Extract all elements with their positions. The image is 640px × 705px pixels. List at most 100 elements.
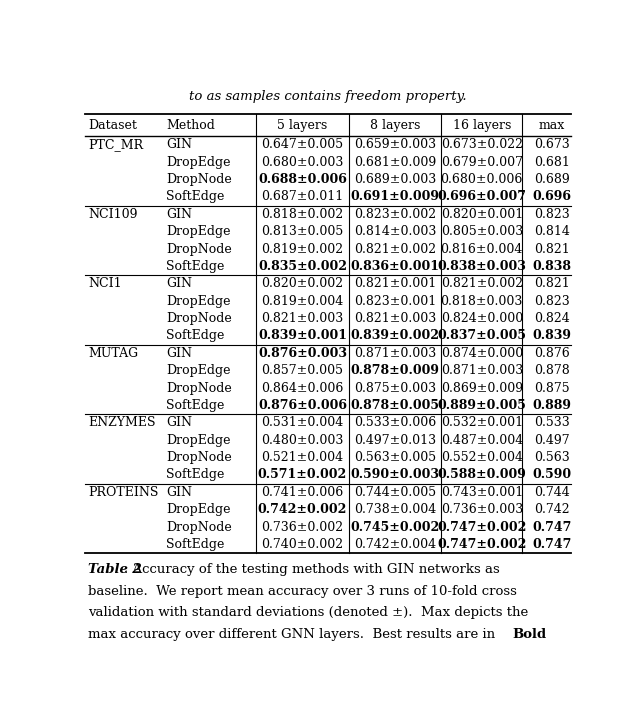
Text: DropEdge: DropEdge (166, 503, 231, 516)
Text: PROTEINS: PROTEINS (88, 486, 158, 498)
Text: 0.533: 0.533 (534, 416, 570, 429)
Text: 0.689±0.003: 0.689±0.003 (354, 173, 436, 186)
Text: 0.836±0.001: 0.836±0.001 (351, 260, 440, 273)
Text: 0.821: 0.821 (534, 243, 570, 256)
Text: 0.747±0.002: 0.747±0.002 (437, 520, 527, 534)
Text: DropEdge: DropEdge (166, 225, 231, 238)
Text: 16 layers: 16 layers (452, 119, 511, 132)
Text: 0.875±0.003: 0.875±0.003 (354, 381, 436, 395)
Text: 0.818±0.002: 0.818±0.002 (261, 208, 344, 221)
Text: NCI109: NCI109 (88, 208, 138, 221)
Text: 0.687±0.011: 0.687±0.011 (261, 190, 344, 204)
Text: DropNode: DropNode (166, 243, 232, 256)
Text: 0.839±0.001: 0.839±0.001 (258, 329, 347, 343)
Text: 0.819±0.004: 0.819±0.004 (261, 295, 344, 307)
Text: 0.747: 0.747 (532, 520, 572, 534)
Text: DropNode: DropNode (166, 173, 232, 186)
Text: DropEdge: DropEdge (166, 295, 231, 307)
Text: 0.681: 0.681 (534, 156, 570, 168)
Text: DropEdge: DropEdge (166, 156, 231, 168)
Text: DropNode: DropNode (166, 312, 232, 325)
Text: 0.480±0.003: 0.480±0.003 (261, 434, 344, 447)
Text: 0.736±0.003: 0.736±0.003 (440, 503, 523, 516)
Text: Dataset: Dataset (88, 119, 137, 132)
Text: 0.696: 0.696 (532, 190, 571, 204)
Text: GIN: GIN (166, 208, 192, 221)
Text: validation with standard deviations (denoted ±).  Max depicts the: validation with standard deviations (den… (88, 606, 528, 619)
Text: 0.521±0.004: 0.521±0.004 (261, 451, 344, 464)
Text: SoftEdge: SoftEdge (166, 260, 225, 273)
Text: 0.824: 0.824 (534, 312, 570, 325)
Text: 0.497±0.013: 0.497±0.013 (354, 434, 436, 447)
Text: 0.688±0.006: 0.688±0.006 (258, 173, 347, 186)
Text: 0.876±0.003: 0.876±0.003 (258, 347, 347, 360)
Text: 0.857±0.005: 0.857±0.005 (262, 364, 344, 377)
Text: DropNode: DropNode (166, 451, 232, 464)
Text: 0.813±0.005: 0.813±0.005 (261, 225, 344, 238)
Text: 0.531±0.004: 0.531±0.004 (261, 416, 344, 429)
Text: 0.590: 0.590 (532, 468, 572, 482)
Text: 0.681±0.009: 0.681±0.009 (354, 156, 436, 168)
Text: 0.741±0.006: 0.741±0.006 (261, 486, 344, 498)
Text: PTC_MR: PTC_MR (88, 138, 143, 152)
Text: Table 2: Table 2 (88, 563, 141, 576)
Text: 0.691±0.009: 0.691±0.009 (351, 190, 440, 204)
Text: 0.889: 0.889 (532, 399, 571, 412)
Text: 0.819±0.002: 0.819±0.002 (261, 243, 344, 256)
Text: 0.563: 0.563 (534, 451, 570, 464)
Text: GIN: GIN (166, 416, 192, 429)
Text: 0.747: 0.747 (532, 538, 572, 551)
Text: 0.878: 0.878 (534, 364, 570, 377)
Text: 0.747±0.002: 0.747±0.002 (437, 538, 527, 551)
Text: to as samples contains freedom property.: to as samples contains freedom property. (189, 90, 467, 103)
Text: 0.533±0.006: 0.533±0.006 (354, 416, 436, 429)
Text: 0.590±0.003: 0.590±0.003 (351, 468, 440, 482)
Text: 0.823: 0.823 (534, 295, 570, 307)
Text: 0.839: 0.839 (532, 329, 571, 343)
Text: DropEdge: DropEdge (166, 364, 231, 377)
Text: 0.745±0.002: 0.745±0.002 (350, 520, 440, 534)
Text: 0.871±0.003: 0.871±0.003 (354, 347, 436, 360)
Text: 0.814±0.003: 0.814±0.003 (354, 225, 436, 238)
Text: GIN: GIN (166, 347, 192, 360)
Text: 0.805±0.003: 0.805±0.003 (440, 225, 523, 238)
Text: Bold: Bold (512, 628, 546, 641)
Text: 0.532±0.001: 0.532±0.001 (441, 416, 523, 429)
Text: 0.821±0.002: 0.821±0.002 (441, 277, 523, 290)
Text: 0.823±0.001: 0.823±0.001 (354, 295, 436, 307)
Text: SoftEdge: SoftEdge (166, 329, 225, 343)
Text: 0.563±0.005: 0.563±0.005 (354, 451, 436, 464)
Text: 0.816±0.004: 0.816±0.004 (440, 243, 523, 256)
Text: 0.869±0.009: 0.869±0.009 (441, 381, 523, 395)
Text: 0.875: 0.875 (534, 381, 570, 395)
Text: DropNode: DropNode (166, 381, 232, 395)
Text: max: max (539, 119, 565, 132)
Text: 0.742: 0.742 (534, 503, 570, 516)
Text: 0.878±0.005: 0.878±0.005 (351, 399, 440, 412)
Text: 0.673: 0.673 (534, 138, 570, 152)
Text: NCI1: NCI1 (88, 277, 122, 290)
Text: 0.673±0.022: 0.673±0.022 (441, 138, 523, 152)
Text: 5 layers: 5 layers (277, 119, 328, 132)
Text: 0.821±0.001: 0.821±0.001 (354, 277, 436, 290)
Text: 0.820±0.001: 0.820±0.001 (440, 208, 523, 221)
Text: 0.821: 0.821 (534, 277, 570, 290)
Text: GIN: GIN (166, 138, 192, 152)
Text: 0.864±0.006: 0.864±0.006 (261, 381, 344, 395)
Text: 0.736±0.002: 0.736±0.002 (261, 520, 344, 534)
Text: 0.818±0.003: 0.818±0.003 (440, 295, 523, 307)
Text: ENZYMES: ENZYMES (88, 416, 156, 429)
Text: max accuracy over different GNN layers.  Best results are in: max accuracy over different GNN layers. … (88, 628, 499, 641)
Text: DropNode: DropNode (166, 520, 232, 534)
Text: 0.696±0.007: 0.696±0.007 (437, 190, 526, 204)
Text: 0.738±0.004: 0.738±0.004 (354, 503, 436, 516)
Text: 0.487±0.004: 0.487±0.004 (440, 434, 523, 447)
Text: 0.679±0.007: 0.679±0.007 (441, 156, 523, 168)
Text: 0.680±0.003: 0.680±0.003 (261, 156, 344, 168)
Text: 8 layers: 8 layers (370, 119, 420, 132)
Text: .: . (532, 628, 536, 641)
Text: 0.744: 0.744 (534, 486, 570, 498)
Text: 0.835±0.002: 0.835±0.002 (258, 260, 347, 273)
Text: 0.680±0.006: 0.680±0.006 (440, 173, 523, 186)
Text: 0.742±0.004: 0.742±0.004 (354, 538, 436, 551)
